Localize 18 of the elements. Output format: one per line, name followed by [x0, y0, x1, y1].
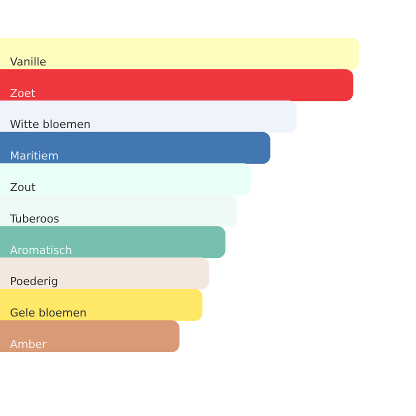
y-tick-label: Tuberoos	[9, 212, 60, 226]
bar	[0, 38, 359, 70]
y-tick-label: Gele bloemen	[10, 306, 87, 320]
bar	[0, 320, 180, 352]
y-tick-label: Zoet	[10, 86, 36, 100]
bar	[0, 132, 270, 164]
y-tick-label: Maritiem	[10, 150, 59, 163]
bar	[0, 100, 297, 133]
y-tick-label: Aromatisch	[10, 244, 72, 257]
y-tick-label: Zout	[10, 181, 36, 194]
y-tick-label: Poederig	[10, 275, 58, 288]
y-tick-label: Amber	[10, 338, 47, 351]
bar	[0, 257, 210, 290]
y-tick-label: Vanille	[10, 55, 47, 68]
bar	[0, 226, 226, 258]
bar	[0, 288, 202, 321]
y-tick-label: Witte bloemen	[10, 118, 91, 132]
bar	[0, 69, 354, 102]
